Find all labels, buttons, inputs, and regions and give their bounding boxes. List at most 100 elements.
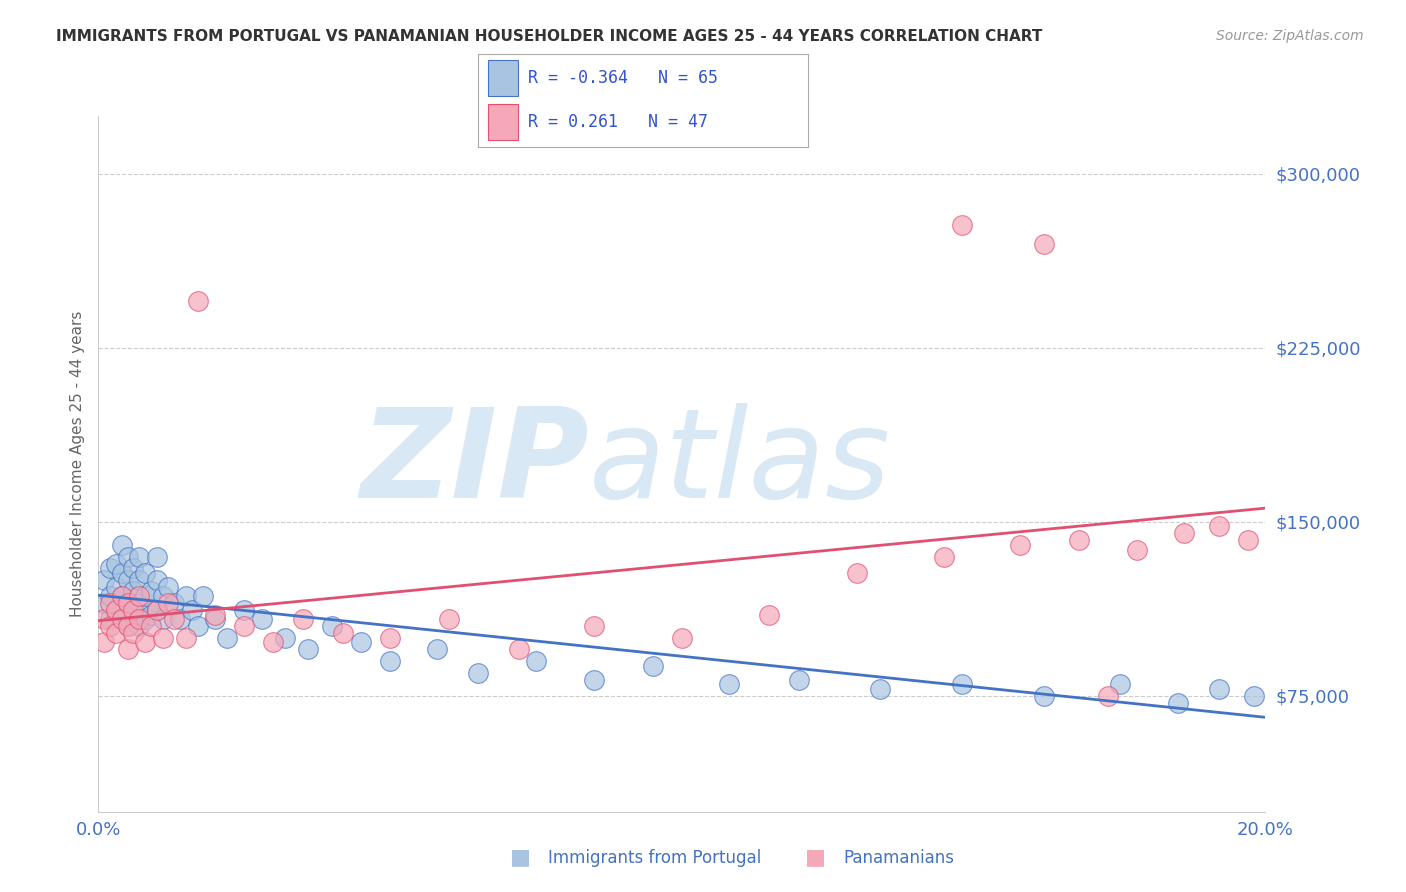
Point [111, 612, 134, 626]
Point [1167, 696, 1189, 710]
Point [426, 642, 449, 657]
Point [134, 589, 156, 603]
Point [111, 589, 134, 603]
Point [1324, 696, 1347, 710]
Point [128, 589, 150, 603]
Point [111, 612, 134, 626]
Y-axis label: Householder Income Ages 25 - 44 years: Householder Income Ages 25 - 44 years [69, 310, 84, 617]
Point [152, 589, 174, 603]
Point [1265, 510, 1288, 524]
Point [1032, 236, 1054, 251]
Text: ■: ■ [510, 847, 530, 867]
Point [104, 603, 127, 617]
Point [350, 635, 373, 649]
Point [274, 631, 297, 645]
Point [437, 612, 460, 626]
Point [146, 573, 169, 587]
Point [128, 612, 150, 626]
Text: atlas: atlas [589, 403, 890, 524]
Point [98, 619, 121, 633]
Point [204, 607, 226, 622]
Point [1173, 526, 1195, 541]
Point [139, 607, 162, 622]
Point [378, 631, 402, 645]
Point [117, 549, 139, 564]
Point [128, 549, 150, 564]
Point [139, 619, 162, 633]
Point [1067, 533, 1090, 548]
Point [321, 619, 343, 633]
Point [583, 619, 606, 633]
Point [169, 612, 191, 626]
Point [122, 607, 145, 622]
Point [117, 642, 139, 657]
Point [122, 626, 145, 640]
Point [146, 549, 169, 564]
Point [111, 538, 134, 552]
Point [233, 619, 256, 633]
Point [174, 589, 197, 603]
Point [117, 596, 139, 610]
Point [187, 619, 209, 633]
Point [869, 681, 891, 696]
Point [215, 631, 238, 645]
Point [1208, 681, 1230, 696]
Point [291, 612, 314, 626]
Point [1108, 677, 1130, 691]
Point [671, 631, 693, 645]
Point [104, 557, 127, 571]
Point [122, 584, 145, 599]
Point [128, 619, 150, 633]
Text: ■: ■ [806, 847, 825, 867]
Point [262, 635, 284, 649]
Point [950, 218, 973, 232]
Point [1243, 689, 1265, 703]
Point [157, 580, 180, 594]
Point [93, 612, 115, 626]
Point [297, 642, 319, 657]
Point [98, 589, 121, 603]
Point [93, 635, 115, 649]
Point [163, 596, 186, 610]
Point [98, 561, 121, 575]
Point [152, 631, 174, 645]
Point [157, 596, 180, 610]
Point [1032, 689, 1054, 703]
Text: Panamanians: Panamanians [844, 849, 955, 867]
Point [104, 626, 127, 640]
Text: R = 0.261   N = 47: R = 0.261 N = 47 [527, 113, 707, 131]
Point [1126, 542, 1149, 557]
Point [117, 573, 139, 587]
Point [332, 626, 354, 640]
Point [146, 603, 169, 617]
Point [758, 607, 780, 622]
Text: Immigrants from Portugal: Immigrants from Portugal [548, 849, 762, 867]
Point [163, 612, 186, 626]
Point [508, 642, 530, 657]
Point [93, 596, 115, 610]
Point [174, 631, 197, 645]
Point [98, 596, 121, 610]
Point [122, 561, 145, 575]
Point [717, 677, 740, 691]
Point [98, 612, 121, 626]
Point [117, 596, 139, 610]
Point [641, 658, 664, 673]
Point [128, 573, 150, 587]
Point [250, 612, 273, 626]
Point [117, 619, 139, 633]
Point [128, 596, 150, 610]
Bar [488, 104, 517, 140]
Point [122, 603, 145, 617]
Bar [488, 60, 517, 95]
Point [524, 654, 547, 668]
Point [233, 603, 256, 617]
Text: ZIP: ZIP [360, 403, 589, 524]
Point [1284, 705, 1306, 719]
Point [134, 566, 156, 580]
Point [1237, 533, 1260, 548]
Point [104, 580, 127, 594]
Point [204, 612, 226, 626]
Point [146, 603, 169, 617]
Point [950, 677, 973, 691]
